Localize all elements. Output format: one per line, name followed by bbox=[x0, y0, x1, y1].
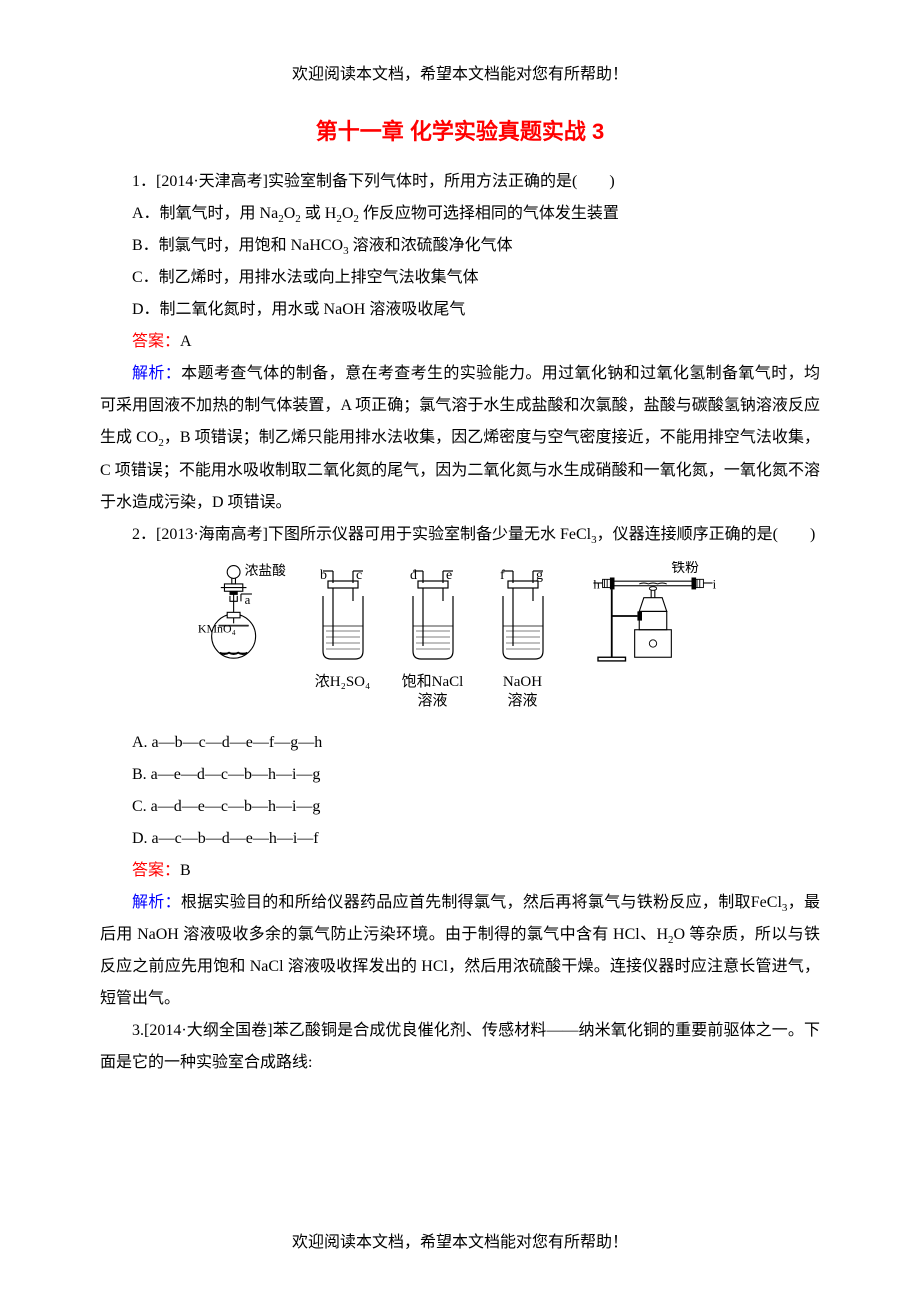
label-naoh-1: NaOH bbox=[503, 674, 542, 690]
label-nacl-1: 饱和NaCl bbox=[402, 674, 464, 690]
q1-option-b: B．制氯气时，用饱和 NaHCO3 溶液和浓硫酸净化气体 bbox=[100, 230, 820, 262]
label-f: f bbox=[500, 568, 505, 583]
label-kmno4: KMnO₄ bbox=[197, 621, 235, 635]
apparatus-2: b c 浓H₂SO₄ bbox=[308, 561, 378, 693]
q1-answer: 答案：A bbox=[100, 326, 820, 358]
q3-stem: 3.[2014·大纲全国卷]苯乙酸铜是合成优良催化剂、传感材料——纳米氧化铜的重… bbox=[100, 1015, 820, 1079]
label-naoh-2: 溶液 bbox=[507, 693, 537, 709]
label-h2so4: 浓H₂SO₄ bbox=[315, 673, 370, 693]
q2-stem: 2．[2013·海南高考]下图所示仪器可用于实验室制备少量无水 FeCl3，仪器… bbox=[100, 519, 820, 551]
analysis-label: 解析： bbox=[132, 365, 181, 382]
q2-option-b: B. a—e—d—c—b—h—i—g bbox=[100, 759, 820, 791]
q1-option-d: D．制二氧化氮时，用水或 NaOH 溶液吸收尾气 bbox=[100, 294, 820, 326]
q1-option-a: A．制氧气时，用 Na2O2 或 H2O2 作反应物可选择相同的气体发生装置 bbox=[100, 198, 820, 230]
analysis-label: 解析： bbox=[132, 894, 181, 911]
label-i: i bbox=[712, 577, 716, 591]
label-h: h bbox=[593, 577, 600, 591]
header-text: 欢迎阅读本文档，希望本文档能对您有所帮助！ bbox=[100, 60, 820, 84]
label-acid: 浓盐酸 bbox=[244, 563, 286, 578]
footer-text: 欢迎阅读本文档，希望本文档能对您有所帮助！ bbox=[0, 1228, 920, 1252]
answer-label: 答案： bbox=[132, 333, 180, 350]
apparatus-4: f g NaOH 溶液 bbox=[488, 561, 558, 712]
q1-analysis: 解析：本题考查气体的制备，意在考查考生的实验能力。用过氧化钠和过氧化氢制备氧气时… bbox=[100, 358, 820, 518]
q2-answer: 答案：B bbox=[100, 855, 820, 887]
label-d: d bbox=[410, 568, 417, 583]
q2-option-c: C. a—d—e—c—b—h—i—g bbox=[100, 791, 820, 823]
label-b: b bbox=[320, 568, 327, 583]
q2-option-a: A. a—b—c—d—e—f—g—h bbox=[100, 727, 820, 759]
q1-stem: 1．[2014·天津高考]实验室制备下列气体时，所用方法正确的是( ) bbox=[100, 166, 820, 198]
q2-option-d: D. a—c—b—d—e—h—i—f bbox=[100, 823, 820, 855]
apparatus-3: d e 饱和NaCl 溶液 bbox=[398, 561, 468, 712]
apparatus-5: 铁粉 h i bbox=[578, 561, 728, 671]
label-nacl-2: 溶液 bbox=[417, 693, 447, 709]
apparatus-1: 浓盐酸 a KMnO₄ bbox=[193, 561, 288, 671]
chapter-title: 第十一章 化学实验真题实战 3 bbox=[100, 114, 820, 146]
q1-option-c: C．制乙烯时，用排水法或向上排空气法收集气体 bbox=[100, 262, 820, 294]
apparatus-diagram: 浓盐酸 a KMnO₄ b c bbox=[100, 561, 820, 712]
answer-label: 答案： bbox=[132, 862, 180, 879]
label-iron: 铁粉 bbox=[671, 561, 699, 575]
label-a: a bbox=[244, 593, 250, 607]
q2-analysis: 解析：根据实验目的和所给仪器药品应首先制得氯气，然后再将氯气与铁粉反应，制取Fe… bbox=[100, 887, 820, 1015]
